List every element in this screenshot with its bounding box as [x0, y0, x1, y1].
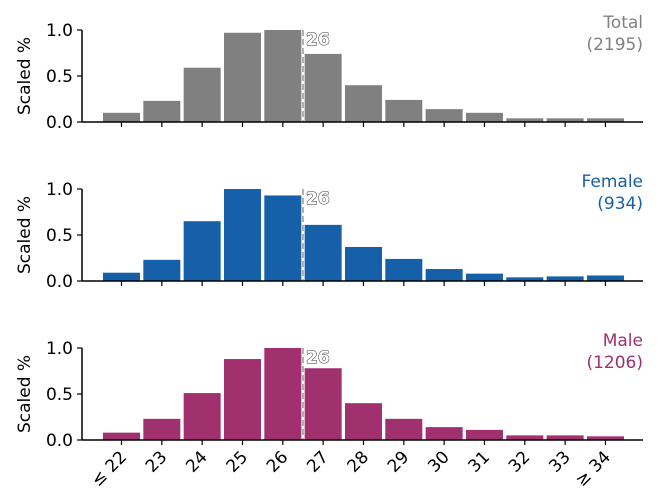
x-tick-label: 30 [424, 447, 453, 476]
y-axis-label: Scaled % [15, 355, 35, 433]
bar-total-9 [465, 112, 503, 122]
group-count-total: (2195) [586, 35, 643, 55]
bar-total-4 [264, 30, 302, 122]
bar-female-2 [183, 221, 221, 281]
y-axis-label: Scaled % [15, 196, 35, 274]
y-tick-label: 0.5 [46, 226, 73, 246]
x-tick-label: 33 [545, 447, 574, 476]
bar-male-6 [344, 403, 382, 440]
median-label-female: 26 [306, 189, 330, 209]
group-name-male: Male [603, 331, 643, 351]
bar-male-7 [385, 418, 423, 440]
bar-female-1 [143, 259, 181, 281]
bar-male-0 [103, 432, 140, 440]
bar-male-9 [465, 429, 503, 440]
bar-male-4 [264, 348, 302, 440]
bar-male-3 [223, 359, 261, 440]
bar-total-3 [223, 32, 261, 123]
group-count-male: (1206) [586, 353, 643, 373]
x-tick-label: 29 [384, 447, 413, 476]
y-tick-label: 0.0 [46, 113, 73, 133]
bar-total-5 [304, 53, 342, 122]
bar-male-12 [586, 436, 624, 440]
x-tick-label: 26 [263, 447, 292, 476]
bar-total-1 [143, 100, 181, 122]
bar-total-10 [506, 118, 544, 122]
x-tick-label: 27 [303, 447, 332, 476]
bar-male-1 [143, 418, 181, 440]
bar-female-3 [223, 189, 261, 281]
x-tick-label: 32 [505, 447, 534, 476]
bar-female-7 [385, 258, 423, 281]
bar-female-12 [586, 275, 624, 281]
bar-male-5 [304, 368, 342, 440]
bar-male-2 [183, 393, 221, 440]
x-tick-label: ≤ 22 [88, 447, 131, 489]
bar-total-12 [586, 118, 624, 122]
bar-female-10 [506, 277, 544, 281]
bar-total-8 [425, 109, 463, 122]
y-tick-label: 0.0 [46, 272, 73, 292]
y-tick-label: 1.0 [46, 339, 73, 359]
group-count-female: (934) [597, 194, 643, 214]
bar-female-8 [425, 269, 463, 281]
group-name-female: Female [582, 172, 643, 192]
x-tick-label: 23 [142, 447, 171, 476]
y-tick-label: 0.5 [46, 385, 73, 405]
x-tick-label: ≥ 34 [572, 447, 615, 489]
bar-total-11 [546, 118, 584, 122]
y-tick-label: 1.0 [46, 180, 73, 200]
bar-female-4 [264, 195, 302, 281]
bar-total-2 [183, 67, 221, 122]
group-name-total: Total [602, 13, 643, 33]
y-tick-label: 1.0 [46, 21, 73, 41]
bar-female-9 [465, 273, 503, 281]
x-tick-label: 25 [223, 447, 252, 476]
bar-male-10 [506, 435, 544, 440]
median-label-male: 26 [306, 348, 330, 368]
bar-male-11 [546, 435, 584, 440]
bar-male-8 [425, 427, 463, 440]
y-tick-label: 0.0 [46, 431, 73, 451]
median-label-total: 26 [306, 30, 330, 50]
x-tick-label: 28 [344, 447, 373, 476]
bar-total-6 [344, 85, 382, 122]
bar-total-0 [103, 112, 140, 122]
bar-female-6 [344, 246, 382, 281]
bar-total-7 [385, 99, 423, 122]
bar-female-0 [103, 272, 140, 281]
x-tick-label: 24 [182, 447, 211, 476]
y-tick-label: 0.5 [46, 67, 73, 87]
bar-female-11 [546, 276, 584, 281]
x-tick-label: 31 [465, 447, 494, 476]
y-axis-label: Scaled % [15, 37, 35, 115]
bar-female-5 [304, 224, 342, 281]
